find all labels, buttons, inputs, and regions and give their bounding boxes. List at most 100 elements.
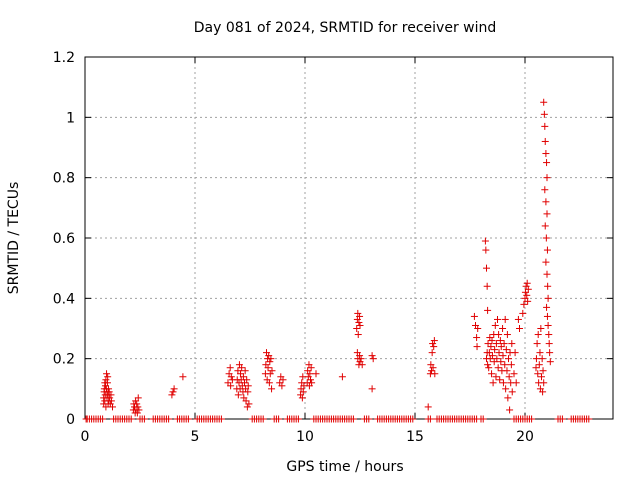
data-point	[539, 367, 547, 375]
data-point	[499, 325, 507, 332]
data-point	[279, 376, 287, 384]
data-point	[504, 394, 512, 402]
data-point	[266, 370, 274, 378]
data-point	[484, 340, 492, 348]
data-point	[535, 361, 543, 369]
data-point	[244, 382, 252, 390]
data-point	[268, 385, 276, 393]
x-tick-label: 20	[516, 429, 534, 445]
data-point	[298, 394, 306, 402]
data-point	[307, 364, 315, 372]
grid	[85, 57, 613, 419]
data-point	[558, 415, 566, 423]
data-point	[265, 379, 273, 387]
data-point	[483, 264, 490, 272]
data-point	[244, 388, 252, 396]
data-point	[542, 198, 550, 206]
data-points	[82, 98, 593, 423]
data-point	[134, 394, 142, 402]
data-point	[482, 246, 490, 254]
data-point	[494, 364, 502, 372]
data-point	[241, 367, 249, 375]
data-point	[239, 373, 247, 381]
data-point	[133, 400, 141, 408]
y-tick-label: 0	[66, 412, 75, 428]
data-point	[495, 349, 503, 357]
data-point	[542, 234, 550, 242]
data-point	[516, 325, 523, 332]
data-point	[267, 355, 275, 363]
data-point	[541, 137, 549, 145]
data-point	[542, 150, 550, 158]
data-point	[505, 373, 513, 381]
data-point	[168, 391, 176, 399]
data-point	[488, 370, 496, 378]
data-point	[430, 337, 438, 345]
data-point	[483, 282, 491, 290]
data-point	[512, 379, 520, 387]
data-point	[545, 331, 553, 339]
data-point	[474, 325, 482, 332]
data-point	[245, 400, 253, 408]
data-point	[532, 364, 540, 372]
x-tick-label: 0	[81, 429, 90, 445]
data-point	[546, 358, 554, 366]
data-point	[499, 352, 507, 360]
data-point	[306, 370, 314, 378]
data-point	[356, 321, 364, 329]
data-point	[524, 297, 532, 305]
data-point	[237, 370, 245, 378]
data-point	[368, 385, 376, 393]
data-point	[541, 186, 549, 194]
y-tick-label: 0.8	[53, 171, 75, 187]
chart-title: Day 081 of 2024, SRMTID for receiver win…	[194, 20, 497, 36]
data-point	[523, 291, 531, 299]
data-point	[534, 370, 542, 378]
data-point	[369, 355, 377, 363]
data-point	[484, 361, 492, 369]
data-point	[540, 98, 548, 106]
data-point	[409, 415, 417, 423]
data-point	[521, 288, 529, 296]
y-tick-label: 0.4	[53, 291, 75, 307]
data-point	[268, 367, 276, 375]
data-point	[494, 315, 501, 323]
data-point	[543, 159, 551, 167]
data-point	[184, 415, 192, 423]
data-point	[307, 376, 314, 384]
y-axis-label: SRMTID / TECUs	[6, 182, 22, 295]
x-tick-label: 10	[296, 429, 314, 445]
data-point	[492, 373, 500, 381]
data-point	[537, 325, 545, 332]
data-point	[492, 340, 500, 348]
data-point	[491, 346, 499, 354]
y-tick-label: 1.2	[53, 50, 75, 66]
data-point	[275, 415, 283, 423]
x-tick-label: 15	[406, 429, 424, 445]
data-point	[365, 415, 373, 423]
data-point	[511, 349, 519, 357]
data-point	[506, 406, 514, 414]
data-point	[505, 355, 512, 363]
data-point	[105, 385, 113, 393]
data-point	[104, 373, 112, 381]
data-point	[354, 309, 362, 317]
data-point	[495, 331, 503, 339]
x-tick-label: 5	[191, 429, 200, 445]
data-point	[107, 391, 115, 399]
data-point	[536, 349, 544, 357]
data-point	[338, 373, 346, 381]
data-point	[519, 309, 527, 317]
data-point	[238, 364, 246, 372]
data-point	[545, 340, 553, 348]
y-tick-label: 0.6	[53, 231, 75, 247]
data-point	[428, 349, 436, 357]
data-point	[140, 415, 148, 423]
data-point	[543, 174, 551, 182]
plot-frame	[84, 56, 614, 420]
data-point	[524, 285, 532, 293]
data-point	[533, 340, 541, 348]
data-point	[473, 334, 481, 342]
data-point	[470, 312, 478, 320]
